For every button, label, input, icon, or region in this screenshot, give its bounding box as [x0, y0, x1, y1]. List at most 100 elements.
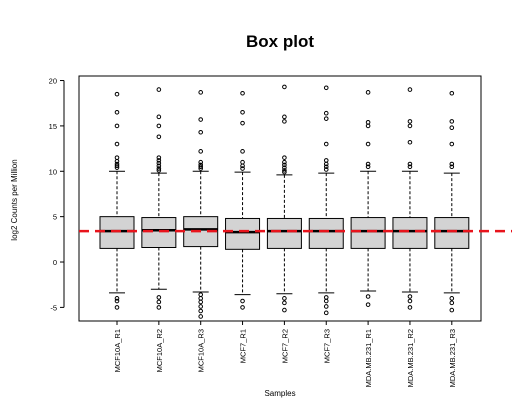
outlier-point — [407, 161, 413, 167]
outlier-point — [449, 307, 455, 313]
outlier-point — [407, 87, 413, 92]
y-axis: -5 0 5 10 15 20 — [49, 77, 65, 312]
outlier-point — [449, 164, 455, 170]
outlier-point — [365, 90, 371, 95]
outlier-point — [156, 155, 162, 160]
outlier-point — [156, 295, 162, 300]
outlier-point — [156, 158, 162, 163]
box-body — [225, 217, 261, 250]
outlier-point — [198, 90, 203, 95]
outlier-point — [240, 109, 245, 115]
outlier-point — [365, 119, 371, 125]
outlier-point — [114, 123, 120, 129]
outlier-point — [365, 164, 371, 170]
outlier-point — [198, 164, 203, 170]
outlier-point — [156, 163, 162, 169]
outlier-point — [365, 141, 371, 147]
outlier-point — [282, 168, 287, 173]
outlier-point — [282, 165, 287, 170]
box-MCF10A_R1 — [99, 91, 135, 310]
y-axis-label: log2 Counts per Million — [10, 159, 19, 240]
outlier-point — [407, 123, 413, 129]
box-MCF10A_R3 — [183, 90, 219, 319]
outlier-point — [198, 304, 203, 309]
outlier-point — [282, 159, 287, 165]
box-body — [141, 217, 177, 249]
outlier-point — [156, 114, 162, 120]
box-body — [350, 217, 386, 249]
outlier-point — [282, 307, 287, 313]
box-MDA.MB.231_R2 — [392, 87, 428, 310]
outlier-point — [449, 300, 455, 306]
outlier-point — [114, 141, 120, 147]
outlier-point — [240, 159, 245, 165]
box-MCF7_R2 — [266, 84, 302, 313]
outlier-point — [323, 310, 329, 316]
x-tick-labels: MCF10A_R1 MCF10A_R2 MCF10A_R3 MCF7_R1 MCF7_R… — [113, 321, 457, 387]
outlier-point — [198, 149, 203, 154]
outlier-point — [323, 158, 329, 163]
outlier-point — [156, 305, 162, 310]
x-tick-label: MDA.MB.231_R2 — [406, 329, 415, 387]
outlier-point — [240, 166, 245, 171]
outlier-point — [282, 114, 287, 120]
outlier-point — [282, 169, 287, 175]
x-tick-label: MDA.MB.231_R3 — [448, 329, 457, 387]
outlier-point — [240, 298, 245, 304]
outlier-point — [365, 161, 371, 167]
outlier-point — [323, 164, 329, 170]
outlier-point — [323, 167, 329, 172]
box-MCF7_R1 — [225, 90, 261, 310]
outlier-point — [198, 308, 203, 314]
outlier-point — [156, 168, 162, 173]
boxes-layer — [99, 84, 470, 319]
x-tick-label: MCF10A_R2 — [155, 329, 164, 372]
box-body — [308, 217, 344, 249]
outlier-point — [240, 120, 245, 126]
outlier-point — [114, 91, 120, 97]
outlier-point — [198, 166, 203, 171]
y-tick-label: 15 — [49, 122, 57, 131]
box-body — [266, 217, 302, 249]
outlier-point — [198, 117, 203, 122]
outlier-point — [449, 296, 455, 301]
outlier-point — [156, 299, 162, 305]
outlier-point — [449, 119, 455, 124]
box-MDA.MB.231_R1 — [350, 90, 386, 307]
outlier-point — [240, 90, 245, 96]
outlier-point — [407, 139, 413, 145]
outlier-point — [114, 165, 120, 170]
outlier-point — [240, 163, 245, 169]
outlier-point — [365, 294, 371, 299]
outlier-point — [323, 110, 329, 116]
outlier-point — [156, 160, 162, 166]
outlier-point — [198, 292, 203, 297]
outlier-point — [114, 109, 120, 115]
y-tick-label: 5 — [53, 213, 57, 222]
y-tick-label: 0 — [53, 258, 57, 267]
outlier-point — [198, 129, 203, 135]
outlier-point — [282, 84, 287, 90]
outlier-point — [449, 125, 455, 131]
x-axis-label: Samples — [264, 389, 295, 398]
outlier-point — [198, 296, 203, 301]
outlier-point — [114, 155, 120, 160]
outlier-point — [114, 163, 120, 169]
outlier-point — [449, 141, 455, 147]
outlier-point — [407, 164, 413, 170]
outlier-point — [282, 162, 287, 168]
outlier-point — [240, 149, 245, 154]
outlier-point — [323, 85, 329, 91]
outlier-point — [407, 294, 413, 299]
outlier-point — [407, 119, 413, 124]
box-MDA.MB.231_R3 — [434, 90, 470, 313]
outlier-point — [323, 298, 329, 304]
outlier-point — [114, 158, 120, 164]
outlier-point — [407, 305, 413, 310]
x-tick-label: MCF10A_R3 — [197, 329, 206, 372]
outlier-point — [114, 296, 120, 301]
outlier-point — [365, 302, 371, 307]
outlier-point — [323, 161, 329, 167]
outlier-point — [323, 141, 329, 147]
